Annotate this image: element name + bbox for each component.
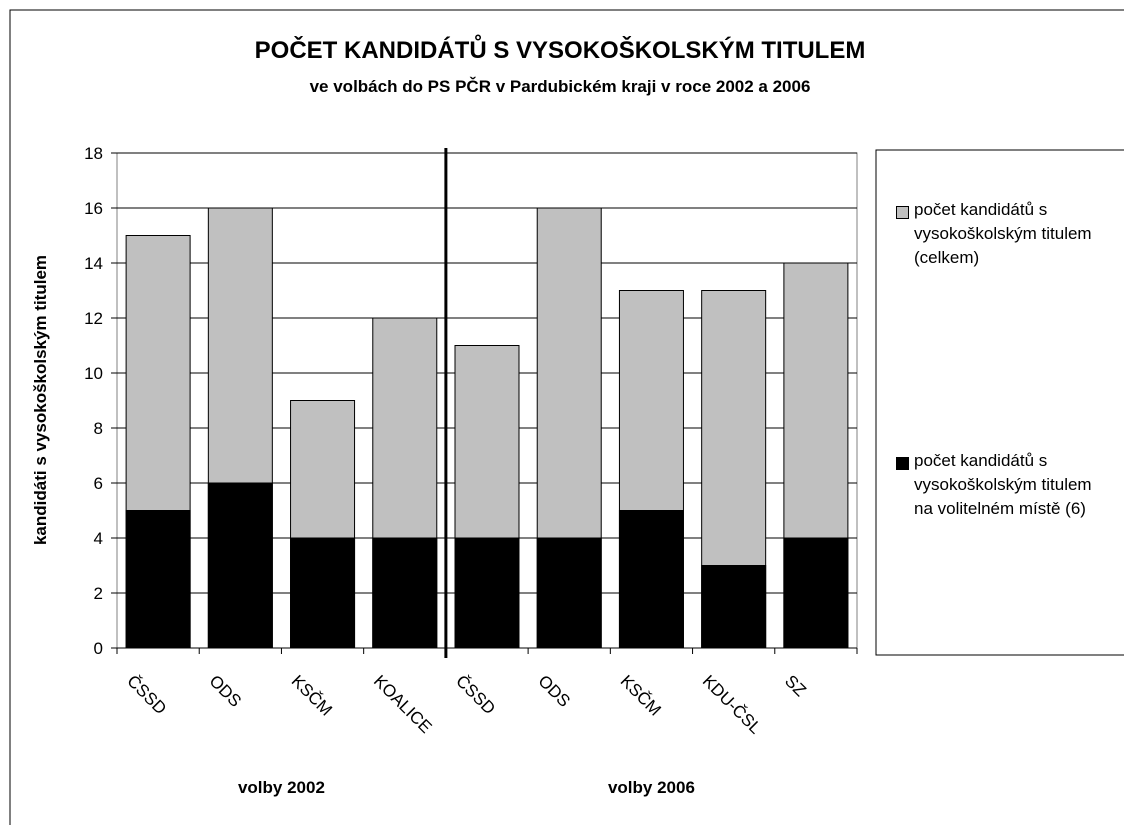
bar xyxy=(454,537,520,649)
group-label: volby 2006 xyxy=(608,778,695,797)
bar xyxy=(372,537,438,649)
x-tick-label: SZ xyxy=(781,671,810,700)
x-tick-label: KSČM xyxy=(288,671,336,719)
y-tick-label: 14 xyxy=(84,254,103,273)
bar xyxy=(207,482,273,649)
y-tick-label: 12 xyxy=(84,309,103,328)
x-tick-label: ČSSD xyxy=(123,671,170,718)
group-label: volby 2002 xyxy=(238,778,325,797)
y-tick-label: 18 xyxy=(84,144,103,163)
legend-label: počet kandidátů s vysokoškolským titulem… xyxy=(914,451,1092,518)
y-tick-label: 4 xyxy=(94,529,103,548)
x-tick-label: ODS xyxy=(534,671,573,710)
y-tick-label: 6 xyxy=(94,474,103,493)
legend-swatch xyxy=(896,457,909,470)
x-tick-label: ODS xyxy=(206,671,245,710)
chart-title: POČET KANDIDÁTŮ S VYSOKOŠKOLSKÝM TITULEM xyxy=(255,34,866,64)
bar xyxy=(701,565,767,649)
y-axis-label: kandidáti s vysokoškolským titulem xyxy=(31,255,50,545)
y-tick-label: 0 xyxy=(94,639,103,658)
bar xyxy=(783,537,849,649)
legend-box xyxy=(875,149,1124,656)
x-tick-label: KOALICE xyxy=(370,671,436,737)
y-tick-label: 8 xyxy=(94,419,103,438)
x-tick-label: KDU-ČSL xyxy=(699,671,765,737)
x-tick-label: ČSSD xyxy=(452,671,499,718)
y-tick-label: 10 xyxy=(84,364,103,383)
legend-swatch xyxy=(896,206,909,219)
y-tick-label: 16 xyxy=(84,199,103,218)
chart-subtitle: ve volbách do PS PČR v Pardubickém kraji… xyxy=(310,77,811,96)
bar xyxy=(290,537,356,649)
y-tick-label: 2 xyxy=(94,584,103,603)
legend-label: počet kandidátů s vysokoškolským titulem… xyxy=(914,200,1092,267)
chart-border xyxy=(9,9,1124,825)
bar xyxy=(536,537,602,649)
x-tick-label: KSČM xyxy=(617,671,665,719)
bar xyxy=(618,510,684,649)
bar xyxy=(125,510,191,649)
